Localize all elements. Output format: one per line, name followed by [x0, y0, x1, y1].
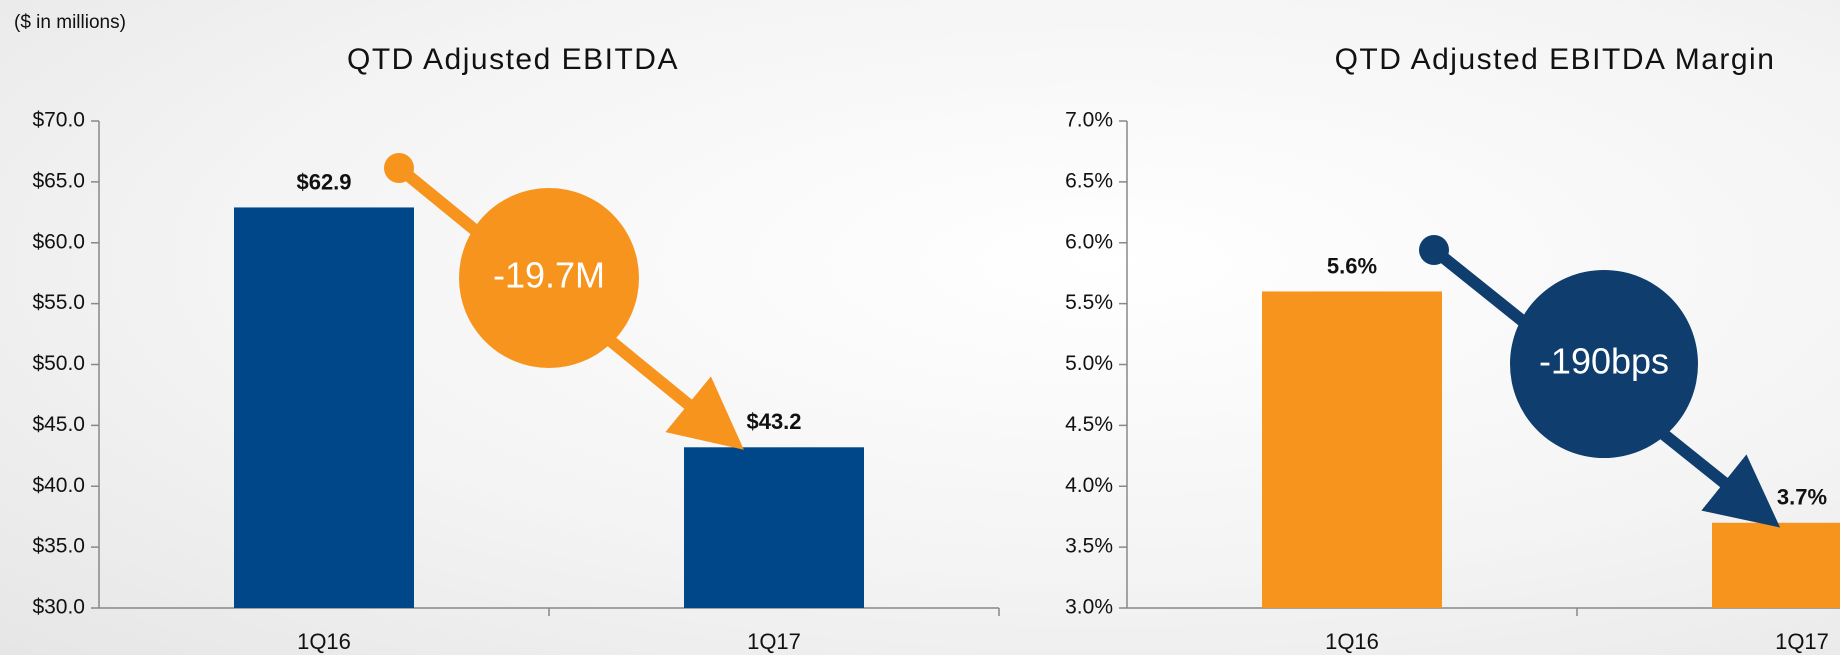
y-tick-label: 4.5% [1065, 413, 1113, 436]
value-label: 3.7% [1777, 485, 1827, 510]
bar [684, 447, 864, 608]
y-tick-label: $60.0 [32, 230, 85, 253]
y-tick-label: 5.5% [1065, 291, 1113, 314]
x-tick-label: 1Q17 [747, 629, 801, 654]
x-tick-label: 1Q16 [297, 629, 351, 654]
y-tick-label: $70.0 [32, 109, 85, 132]
y-tick-label: $30.0 [32, 596, 85, 619]
annotation-circle [1510, 270, 1698, 458]
x-tick-label: 1Q17 [1775, 629, 1829, 654]
subtitle: ($ in millions) [14, 12, 126, 33]
y-tick-label: 3.5% [1065, 535, 1113, 558]
bar [1262, 291, 1442, 608]
value-label: $62.9 [296, 169, 351, 194]
y-tick-label: $35.0 [32, 535, 85, 558]
y-tick-label: $50.0 [32, 352, 85, 375]
y-tick-label: 7.0% [1065, 109, 1113, 132]
annotation-circle [459, 188, 639, 368]
chart-title: QTD Adjusted EBITDA Margin [1335, 43, 1776, 76]
y-tick-label: 3.0% [1065, 596, 1113, 619]
y-tick-label: 6.0% [1065, 230, 1113, 253]
chart-title: QTD Adjusted EBITDA [347, 43, 679, 76]
y-tick-label: $55.0 [32, 291, 85, 314]
x-tick-label: 1Q16 [1325, 629, 1379, 654]
annotation: -19.7M [493, 255, 605, 296]
value-label: $43.2 [746, 409, 801, 434]
bar [1712, 522, 1840, 608]
value-label: 5.6% [1327, 253, 1377, 278]
y-tick-label: $45.0 [32, 413, 85, 436]
y-tick-label: 6.5% [1065, 169, 1113, 192]
y-tick-label: 5.0% [1065, 352, 1113, 375]
y-tick-label: $65.0 [32, 169, 85, 192]
y-tick-label: $40.0 [32, 474, 85, 497]
annotation: -190bps [1539, 341, 1669, 382]
bar [234, 207, 414, 608]
y-tick-label: 4.0% [1065, 474, 1113, 497]
annotation-dot [1419, 235, 1449, 265]
annotation-dot [384, 153, 414, 183]
